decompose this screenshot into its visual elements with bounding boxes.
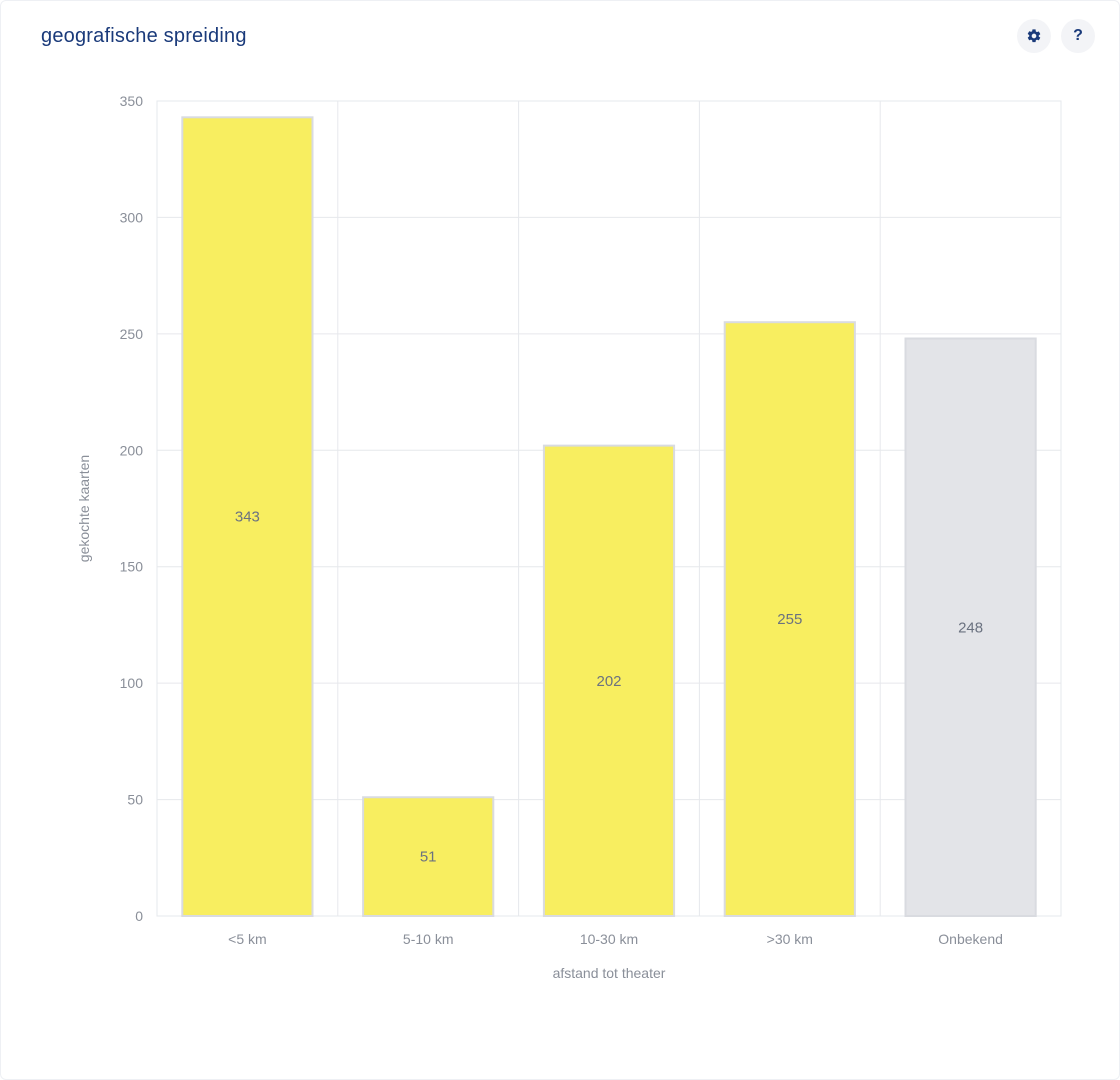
panel-title: geografische spreiding [41, 25, 247, 48]
bar-value-label: 255 [777, 611, 802, 628]
settings-button[interactable] [1017, 19, 1051, 53]
gear-icon [1026, 28, 1042, 44]
svg-text:250: 250 [120, 326, 144, 342]
svg-text:150: 150 [120, 559, 144, 575]
x-tick-label: 5-10 km [403, 931, 454, 947]
chart-container: 0 50 100 150 200 250 300 350 343 <5 km 51 5-10 km 20… [61, 81, 1081, 1041]
panel-header: geografische spreiding ? [1, 1, 1119, 53]
svg-text:100: 100 [120, 675, 144, 691]
help-icon: ? [1073, 27, 1083, 45]
x-tick-label: Onbekend [938, 931, 1003, 947]
x-axis-label: afstand tot theater [553, 965, 666, 981]
svg-text:0: 0 [135, 908, 143, 924]
bar-value-label: 248 [958, 619, 983, 636]
svg-text:50: 50 [127, 792, 143, 808]
x-tick-label: <5 km [228, 931, 267, 947]
x-tick-label: >30 km [767, 931, 813, 947]
bar-chart: 0 50 100 150 200 250 300 350 343 <5 km 51 5-10 km 20… [61, 81, 1081, 1041]
bar-value-label: 51 [420, 849, 437, 866]
svg-text:350: 350 [120, 93, 144, 109]
bar-value-label: 343 [235, 509, 260, 526]
chart-panel: geografische spreiding ? 0 50 100 150 200 250… [0, 0, 1120, 1080]
bar-value-label: 202 [596, 673, 621, 690]
svg-text:200: 200 [120, 442, 144, 458]
y-axis-label: gekochte kaarten [76, 455, 92, 562]
header-icon-group: ? [1017, 19, 1095, 53]
svg-text:300: 300 [120, 209, 144, 225]
x-tick-label: 10-30 km [580, 931, 638, 947]
help-button[interactable]: ? [1061, 19, 1095, 53]
